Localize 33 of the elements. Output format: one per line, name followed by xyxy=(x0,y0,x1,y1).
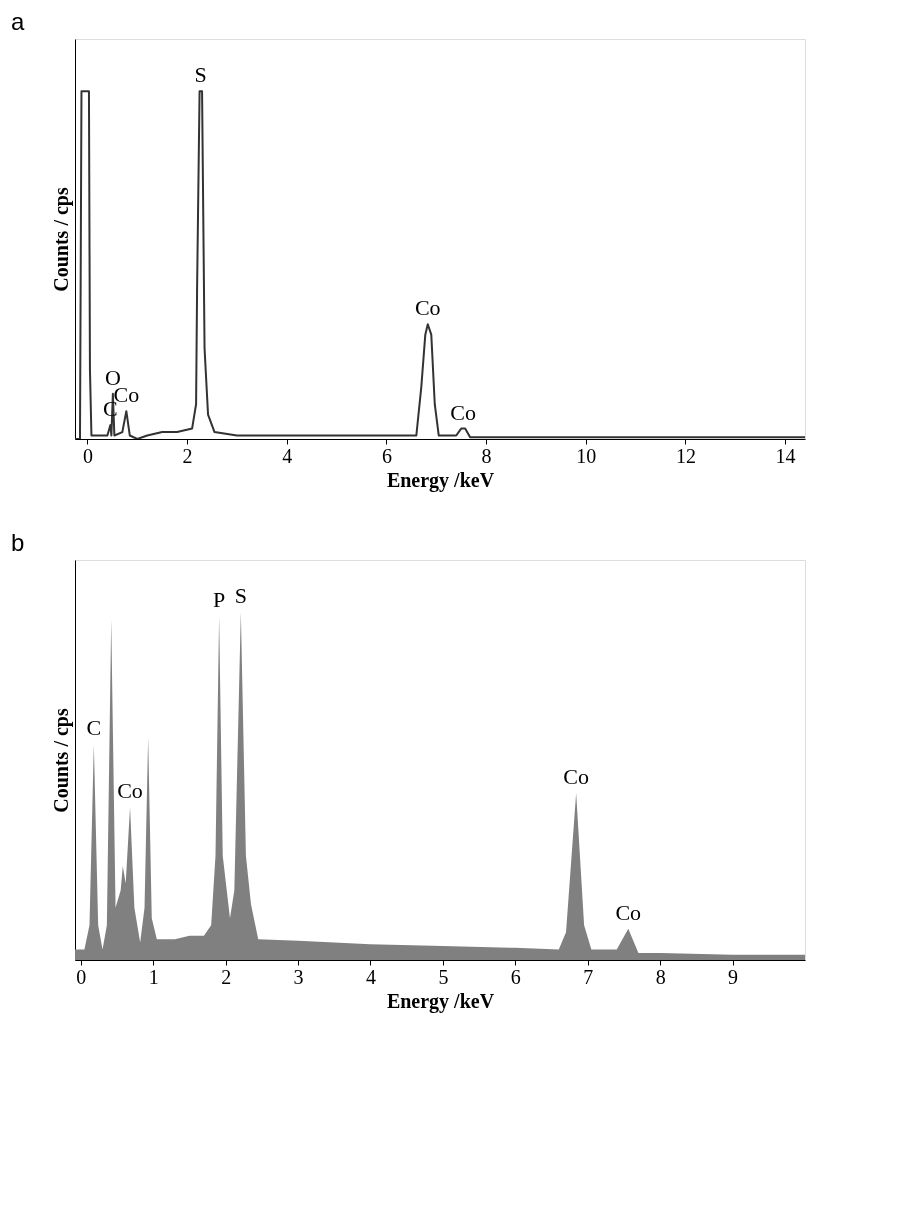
chart-title: b xyxy=(11,529,25,556)
annotation: S xyxy=(194,62,207,88)
x-tick-label: 6 xyxy=(510,965,521,988)
x-tick-label: 7 xyxy=(583,965,594,988)
annotation: Co xyxy=(414,295,441,321)
y-axis-title: Counts / cps xyxy=(49,187,73,292)
chart-title: a xyxy=(11,8,25,35)
x-axis-title: Energy /keV xyxy=(386,468,495,492)
annotation: Co xyxy=(117,777,143,803)
x-tick-label: 4 xyxy=(282,444,293,467)
annotation: Co xyxy=(450,399,477,425)
x-tick-label: 14 xyxy=(775,444,796,467)
x-tick-label: 3 xyxy=(293,965,304,988)
x-axis-title: Energy /keV xyxy=(386,989,495,1013)
x-tick-label: 8 xyxy=(655,965,666,988)
x-tick-label: 0 xyxy=(82,444,93,467)
x-tick-label: 0 xyxy=(76,965,87,988)
annotation: S xyxy=(234,583,247,609)
x-tick-label: 8 xyxy=(481,444,492,467)
x-tick-label: 12 xyxy=(675,444,696,467)
x-tick-label: 2 xyxy=(182,444,193,467)
x-tick-label: 9 xyxy=(728,965,739,988)
annotation: Co xyxy=(615,899,642,925)
annotation: Co xyxy=(563,764,589,790)
annotation: P xyxy=(212,586,226,612)
x-tick-label: 2 xyxy=(221,965,232,988)
x-tick-label: 4 xyxy=(365,965,376,988)
annotation: C xyxy=(86,715,102,741)
x-tick-label: 5 xyxy=(438,965,449,988)
x-tick-label: 6 xyxy=(381,444,392,467)
y-axis-title: Counts / cps xyxy=(49,708,73,813)
x-tick-label: 10 xyxy=(576,444,597,467)
x-tick-label: 1 xyxy=(148,965,159,988)
